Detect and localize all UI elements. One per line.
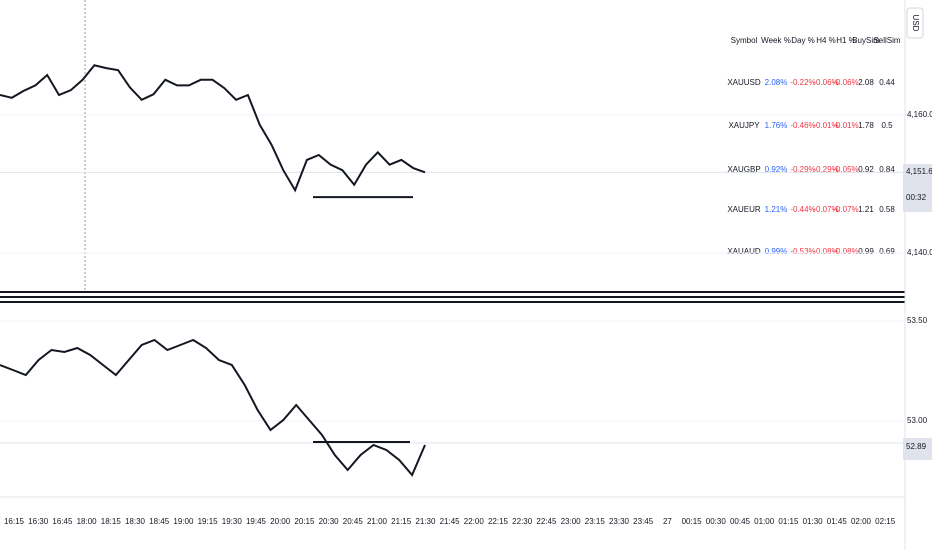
table-cell: -0.46% [790, 121, 815, 130]
time-tick-label: 00:45 [730, 517, 751, 526]
table-cell: 0.92% [765, 165, 788, 174]
time-tick-label: 19:15 [198, 517, 219, 526]
table-cell: 0.5 [881, 121, 893, 130]
current-price-badge [903, 164, 932, 212]
currency-button[interactable] [906, 7, 924, 39]
time-tick-label: 23:45 [633, 517, 654, 526]
time-tick-label: 21:30 [415, 517, 436, 526]
table-header: Week % [761, 36, 791, 45]
time-tick-label: 23:15 [585, 517, 606, 526]
currency-label: USD [911, 15, 920, 32]
table-cell: XAUGBP [727, 165, 760, 174]
time-tick-label: 02:15 [875, 517, 896, 526]
table-header: SellSim [873, 36, 900, 45]
table-cell: -0.44% [790, 205, 815, 214]
y-tick-label: 53.50 [907, 316, 928, 325]
table-cell: -0.05% [833, 165, 858, 174]
time-tick-label: 22:15 [488, 517, 509, 526]
time-tick-label: 18:45 [149, 517, 170, 526]
time-tick-label: 18:00 [77, 517, 98, 526]
y-tick-label: 4,140.00 [907, 248, 932, 257]
table-cell: -0.08% [813, 247, 838, 256]
price-line [0, 64, 426, 193]
time-tick-label: 22:30 [512, 517, 533, 526]
table-cell: 2.08% [765, 78, 788, 87]
table-cell: 0.99 [858, 247, 874, 256]
table-cell: -0.07% [813, 205, 838, 214]
time-tick-label: 00:15 [682, 517, 703, 526]
table-cell: -0.22% [790, 78, 815, 87]
y-tick-label: 4,160.00 [907, 110, 932, 119]
time-tick-label: 27 [663, 517, 672, 526]
time-tick-label: 21:45 [440, 517, 461, 526]
time-tick-label: 20:00 [270, 517, 291, 526]
time-tick-label: 19:30 [222, 517, 243, 526]
time-tick-label: 22:45 [536, 517, 557, 526]
table-cell: XAUUSD [727, 78, 761, 87]
time-tick-label: 21:15 [391, 517, 412, 526]
table-cell: -0.06% [833, 78, 858, 87]
time-tick-label: 21:00 [367, 517, 388, 526]
table-cell: 0.69 [879, 247, 895, 256]
table-cell: 0.84 [879, 165, 895, 174]
table-cell: 0.99% [765, 247, 788, 256]
table-cell: -0.07% [833, 205, 858, 214]
time-tick-label: 02:00 [851, 517, 872, 526]
time-tick-label: 22:00 [464, 517, 485, 526]
time-tick-label: 23:30 [609, 517, 630, 526]
time-tick-label: 18:30 [125, 517, 146, 526]
time-tick-label: 23:00 [561, 517, 582, 526]
table-cell: XAUAUD [727, 247, 761, 256]
table-header: Day % [791, 36, 815, 45]
table-cell: 2.08 [858, 78, 874, 87]
time-tick-label: 20:30 [319, 517, 340, 526]
time-tick-label: 01:45 [827, 517, 848, 526]
time-tick-label: 20:45 [343, 517, 364, 526]
price-line [0, 338, 426, 477]
time-tick-label: 01:15 [778, 517, 799, 526]
time-tick-label: 16:30 [28, 517, 49, 526]
time-tick-label: 18:15 [101, 517, 122, 526]
table-cell: 1.78 [858, 121, 874, 130]
table-header: H1 % [836, 36, 856, 45]
table-cell: -0.53% [790, 247, 815, 256]
table-cell: 1.21% [765, 205, 788, 214]
table-cell: -0.08% [833, 247, 858, 256]
table-cell: XAUJPY [728, 121, 760, 130]
table-header: Symbol [731, 36, 758, 45]
table-cell: -0.01% [813, 121, 838, 130]
table-cell: -0.29% [813, 165, 838, 174]
time-tick-label: 16:45 [52, 517, 73, 526]
table-header: BuySim [852, 36, 880, 45]
time-tick-label: 16:15 [4, 517, 25, 526]
table-cell: 0.44 [879, 78, 895, 87]
table-cell: 0.92 [858, 165, 874, 174]
current-price-label: 52.89 [906, 442, 927, 451]
table-cell: 1.76% [765, 121, 788, 130]
table-cell: -0.06% [813, 78, 838, 87]
y-tick-label: 53.00 [907, 416, 928, 425]
table-cell: 1.21 [858, 205, 874, 214]
time-tick-label: 01:30 [803, 517, 824, 526]
current-price-label: 4,151.68 [906, 167, 932, 176]
current-price-badge [903, 438, 932, 460]
table-cell: -0.01% [833, 121, 858, 130]
time-tick-label: 19:45 [246, 517, 267, 526]
time-tick-label: 00:30 [706, 517, 727, 526]
time-tick-label: 19:00 [173, 517, 194, 526]
time-tick-label: 01:00 [754, 517, 775, 526]
time-tick-label: 20:15 [294, 517, 315, 526]
countdown-label: 00:32 [906, 193, 927, 202]
table-cell: XAUEUR [727, 205, 761, 214]
table-cell: 0.58 [879, 205, 895, 214]
table-header: H4 % [816, 36, 836, 45]
table-cell: -0.29% [790, 165, 815, 174]
